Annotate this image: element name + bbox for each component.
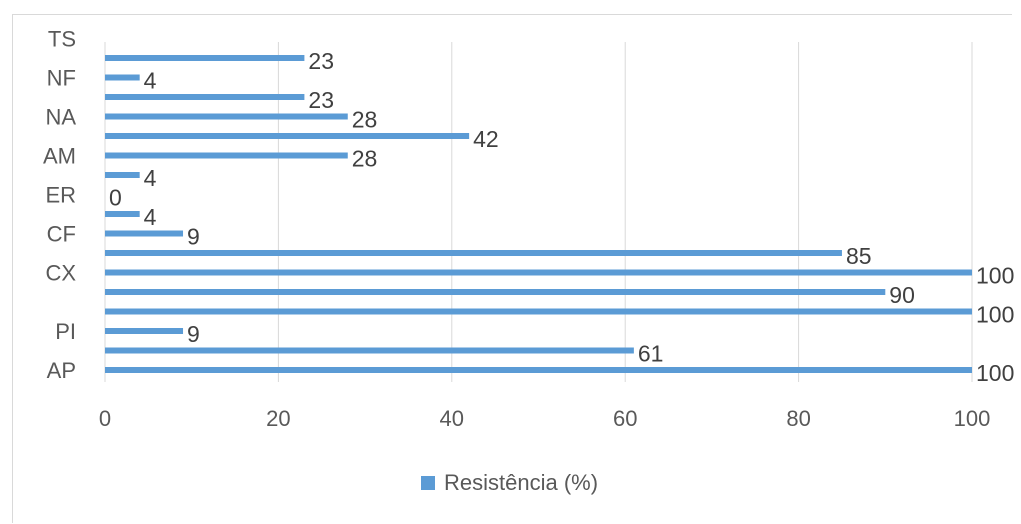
- y-category-label: AM: [43, 144, 76, 169]
- data-label: 100: [976, 302, 1014, 328]
- data-label: 4: [144, 165, 157, 191]
- data-label: 42: [473, 126, 499, 152]
- bar: [105, 269, 972, 276]
- data-label: 0: [109, 185, 122, 211]
- x-tick-label: 0: [99, 406, 111, 431]
- y-category-label: ER: [45, 183, 76, 208]
- data-label: 28: [352, 107, 378, 133]
- legend-swatch: [421, 476, 435, 490]
- x-tick-label: 20: [266, 406, 290, 431]
- bar: [105, 289, 886, 295]
- bar: [105, 113, 348, 120]
- bar: [105, 308, 972, 315]
- y-axis-labels: AP PI CX CF ER AM NA NF TS: [43, 27, 76, 384]
- x-tick-label: 80: [786, 406, 810, 431]
- data-label: 100: [976, 360, 1014, 386]
- bar: [105, 347, 634, 354]
- bar: [105, 250, 842, 256]
- data-label: 9: [187, 224, 200, 250]
- data-label: 61: [638, 341, 664, 367]
- y-category-label: NA: [45, 105, 76, 130]
- data-label: 4: [144, 204, 157, 230]
- data-label: 85: [846, 243, 872, 269]
- chart-frame: [12, 14, 1012, 523]
- bar: [105, 230, 184, 237]
- y-category-label: NF: [47, 66, 76, 91]
- data-label: 23: [308, 87, 334, 113]
- bar: [105, 367, 972, 373]
- bar: [105, 172, 140, 178]
- legend: Resistência (%): [421, 470, 598, 495]
- data-label: 23: [308, 48, 334, 74]
- bar: [105, 133, 470, 139]
- y-category-label: CX: [45, 261, 76, 286]
- bar: [105, 152, 348, 159]
- bar: [105, 74, 140, 81]
- data-label: 9: [187, 321, 200, 347]
- bars: [105, 55, 972, 373]
- y-category-label: PI: [55, 319, 76, 344]
- x-axis-labels: 0 20 40 60 80 100: [99, 406, 990, 431]
- data-label: 28: [352, 146, 378, 172]
- x-tick-label: 60: [613, 406, 637, 431]
- bar: [105, 211, 140, 217]
- y-category-label: AP: [47, 358, 76, 383]
- data-label: 90: [889, 282, 915, 308]
- bar: [105, 55, 305, 61]
- x-tick-label: 40: [440, 406, 464, 431]
- y-category-label: CF: [47, 222, 76, 247]
- legend-label: Resistência (%): [444, 470, 598, 495]
- y-category-label: TS: [48, 27, 76, 52]
- data-label: 100: [976, 263, 1014, 289]
- bar: [105, 94, 305, 100]
- gridlines: [104, 42, 973, 382]
- data-label: 4: [144, 68, 157, 94]
- x-tick-label: 100: [954, 406, 991, 431]
- bar: [105, 328, 184, 334]
